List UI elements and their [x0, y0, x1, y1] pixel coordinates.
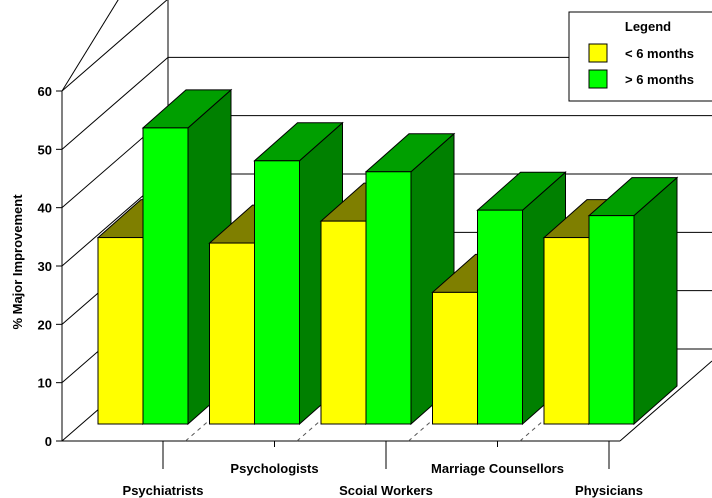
x-category-label: Marriage Counsellors	[431, 461, 564, 476]
x-category-labels: Psychiatrists Psychologists Scoial Workers…	[123, 461, 643, 498]
legend-swatch-lt6	[588, 43, 608, 63]
x-category-label: Psychologists	[230, 461, 318, 476]
bar-gt6-physicians	[587, 176, 679, 426]
legend-label-gt6: > 6 months	[625, 72, 694, 87]
bar-front-face	[254, 160, 300, 425]
legend-items: < 6 months > 6 months	[588, 43, 694, 89]
x-category-label: Physicians	[575, 483, 643, 498]
y-tick-label: 10	[38, 376, 52, 391]
bar-front-face	[432, 291, 478, 425]
bars	[96, 88, 679, 426]
side-wall-top-edge	[61, 0, 119, 92]
y-tick-labels: 0 10 20 30 40 50 60	[38, 84, 52, 449]
y-tick-label: 60	[38, 84, 52, 99]
bar-front-face	[209, 242, 255, 425]
bar-front-face	[588, 215, 635, 425]
y-tick-label: 40	[38, 201, 52, 216]
x-category-label: Psychiatrists	[123, 483, 204, 498]
gridline-side	[61, 56, 169, 150]
legend-title: Legend	[625, 19, 671, 34]
bar-front-face	[543, 237, 590, 425]
y-tick-label: 0	[45, 434, 52, 449]
bar-front-face	[97, 237, 144, 425]
legend-label-lt6: < 6 months	[625, 46, 694, 61]
legend: Legend < 6 months > 6 months	[568, 11, 712, 102]
bar-front-face	[320, 220, 367, 425]
y-tick-label: 30	[38, 259, 52, 274]
bar-front-face	[477, 209, 523, 425]
bar-front-face	[142, 127, 189, 425]
x-category-label: Scoial Workers	[339, 483, 433, 498]
floor-right-edge	[619, 360, 712, 442]
y-tick-label: 20	[38, 317, 52, 332]
y-axis-title: % Major Improvement	[10, 194, 25, 330]
gridline-side	[61, 0, 168, 92]
bar-front-face	[365, 171, 412, 425]
y-tick-label: 50	[38, 142, 52, 157]
bar-side-face	[633, 176, 678, 426]
legend-swatch-gt6	[588, 69, 608, 89]
